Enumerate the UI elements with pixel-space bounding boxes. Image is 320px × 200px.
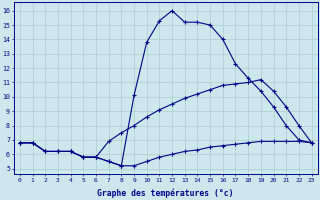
X-axis label: Graphe des températures (°c): Graphe des températures (°c) (98, 188, 234, 198)
